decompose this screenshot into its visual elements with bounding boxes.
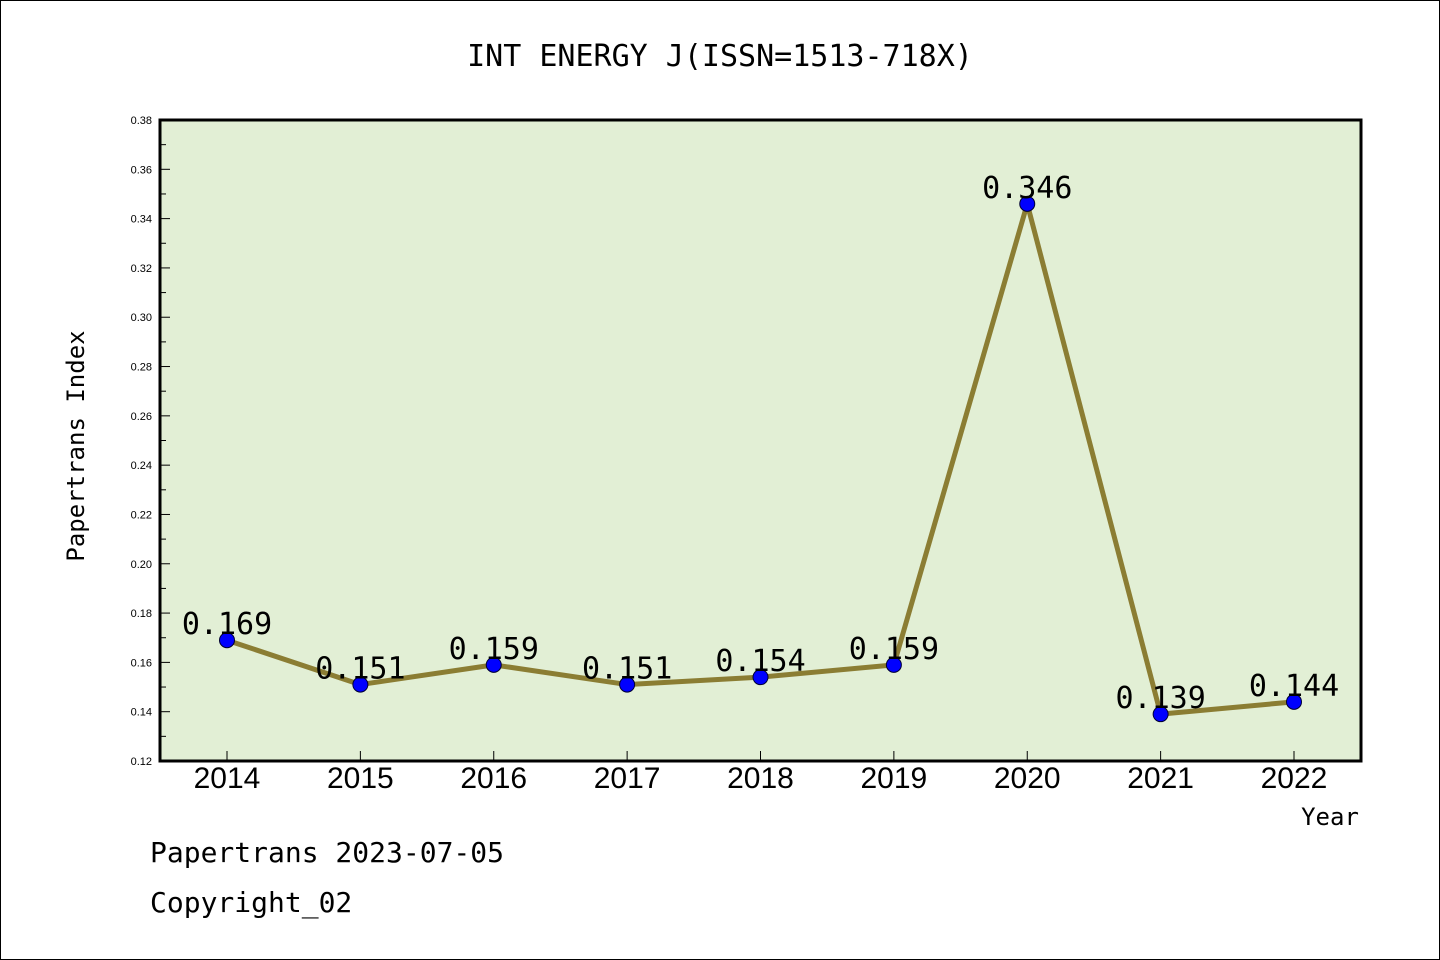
- x-tick-label: 2022: [1261, 762, 1328, 795]
- data-labels: 0.169 0.151 0.159 0.151 0.154 0.159 0.346 0.139…: [182, 171, 1339, 716]
- y-tick-label: 0.36: [131, 164, 152, 176]
- data-label: 0.139: [1115, 681, 1205, 716]
- x-tick-label: 2017: [594, 762, 661, 795]
- data-label: 0.151: [582, 652, 672, 687]
- y-tick-label: 0.12: [131, 756, 152, 768]
- y-axis-label: Papertrans Index: [62, 330, 90, 561]
- y-axis: 0.12 0.14 0.16 0.18 0.20 0.22 0.24 0.26 0.28 0.30…: [131, 115, 170, 768]
- y-tick-label: 0.30: [131, 312, 152, 324]
- data-label: 0.151: [315, 652, 405, 687]
- x-tick-label: 2014: [194, 762, 261, 795]
- x-tick-label: 2015: [327, 762, 394, 795]
- x-tick-label: 2021: [1127, 762, 1194, 795]
- y-tick-label: 0.14: [131, 707, 152, 719]
- y-tick-label: 0.28: [131, 362, 152, 374]
- plot-area: [158, 118, 1363, 763]
- y-tick-label: 0.26: [131, 411, 152, 423]
- y-tick-label: 0.16: [131, 657, 152, 669]
- data-point: [885, 656, 902, 673]
- footer-copyright: Copyright_02: [150, 886, 353, 919]
- series-points: [219, 195, 1302, 723]
- data-label: 0.144: [1249, 669, 1339, 704]
- y-tick-label: 0.34: [131, 214, 152, 226]
- x-tick-label: 2019: [861, 762, 928, 795]
- x-axis: 2014 2015 2016 2017 2018 2019 2020 2021 2022: [194, 751, 1328, 795]
- y-tick-label: 0.32: [131, 263, 152, 275]
- y-tick-label: 0.18: [131, 608, 152, 620]
- y-tick-label: 0.38: [131, 115, 152, 127]
- y-tick-label: 0.24: [131, 460, 152, 472]
- y-tick-label: 0.20: [131, 559, 152, 571]
- data-point: [485, 656, 502, 673]
- footer-date: Papertrans 2023-07-05: [150, 836, 505, 869]
- x-tick-label: 2016: [460, 762, 527, 795]
- x-tick-label: 2018: [727, 762, 794, 795]
- y-tick-label: 0.22: [131, 509, 152, 521]
- data-point: [752, 669, 769, 686]
- data-point: [1286, 693, 1302, 710]
- x-axis-label: Year: [1301, 803, 1359, 831]
- chart-title: INT ENERGY J(ISSN=1513-718X): [467, 39, 973, 74]
- data-label: 0.154: [715, 644, 805, 679]
- data-label: 0.159: [849, 632, 939, 667]
- x-tick-label: 2020: [994, 762, 1061, 795]
- data-label: 0.159: [449, 632, 539, 667]
- data-label: 0.169: [182, 607, 272, 642]
- data-point: [219, 632, 235, 649]
- data-label: 0.346: [982, 171, 1072, 206]
- data-point: [352, 676, 369, 693]
- data-point: [619, 676, 636, 693]
- data-point: [1019, 195, 1036, 212]
- data-point: [1152, 706, 1169, 723]
